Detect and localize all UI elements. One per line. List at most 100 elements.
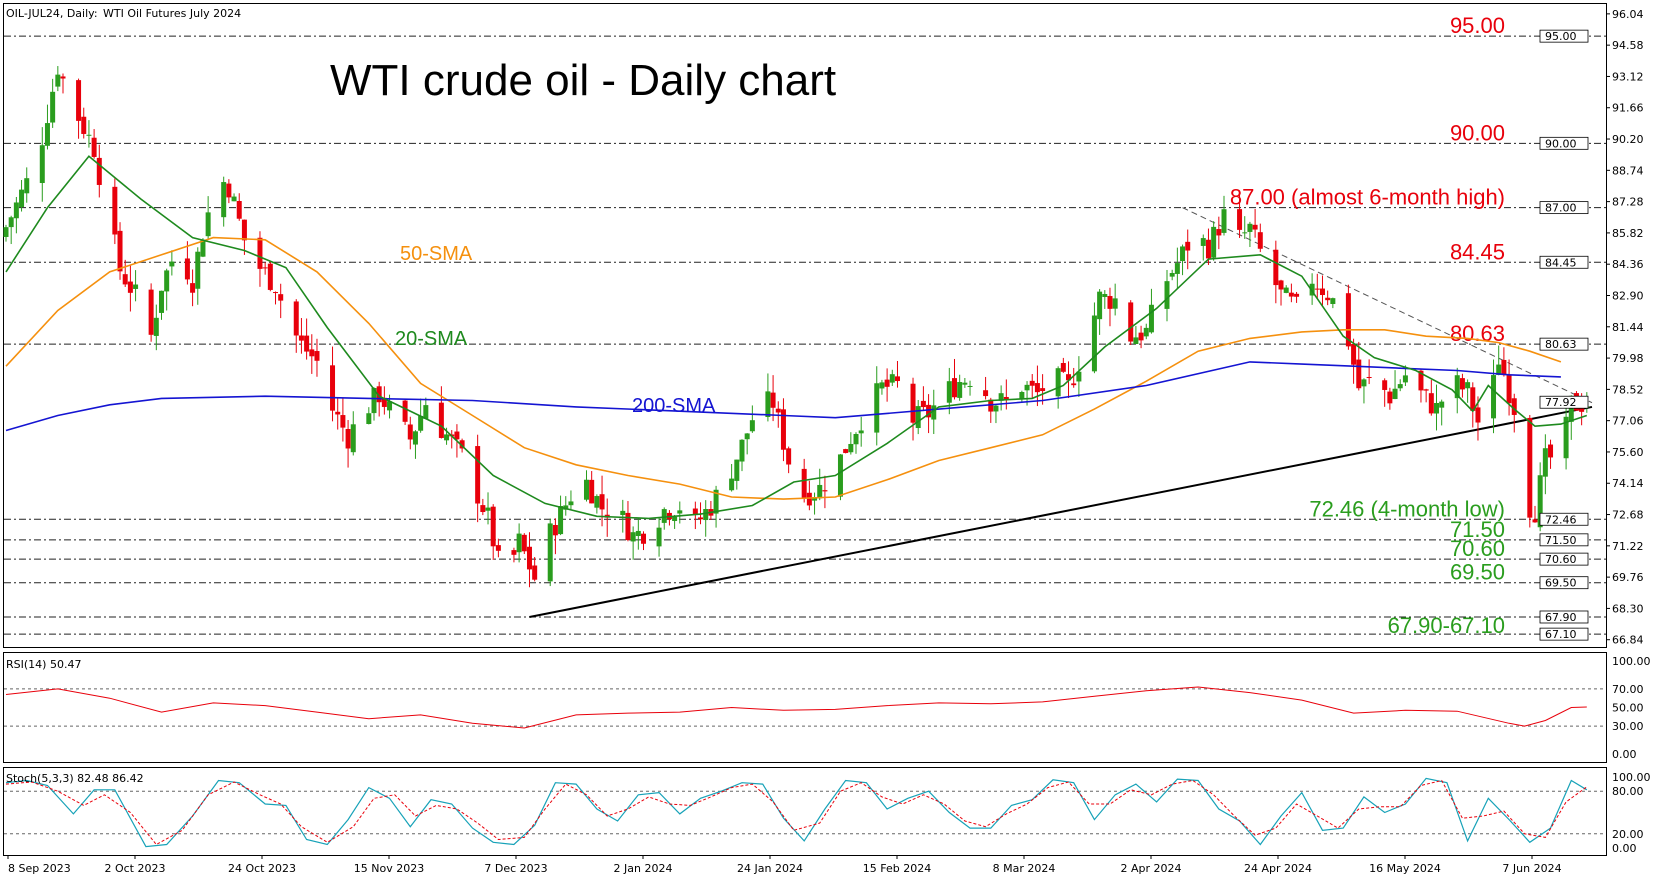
price-tick-label: 93.12 [1612,70,1644,83]
candle [910,377,916,441]
candle-body [407,424,413,440]
candle [1423,388,1429,403]
candle-body [1568,395,1574,422]
candle-body [713,489,719,514]
candle [770,375,776,422]
candle-body [19,189,25,207]
candle [1128,300,1134,345]
candle-body [454,431,460,440]
candle-body [765,391,771,418]
candle [1532,505,1538,523]
candle [1454,367,1460,414]
candle-body [1288,292,1294,297]
candle [1319,275,1325,306]
candle [1102,290,1108,309]
candle-body [552,525,558,536]
candle-body [884,379,890,387]
candle [273,291,279,305]
rsi-tick-label: 100.00 [1612,655,1651,668]
candle [1548,439,1554,469]
candle [44,104,50,150]
candle-body [1283,287,1289,293]
candle [241,219,247,255]
candle-body [340,415,346,428]
candle [293,299,299,353]
candle [692,501,698,530]
candle-body [962,382,968,385]
candle-body [1066,374,1072,381]
candle-body [1506,374,1512,404]
price-tick-label: 72.68 [1612,509,1644,522]
candle [1428,379,1434,416]
candle-body [309,349,315,357]
candle [1169,269,1175,281]
x-tick-label: 24 Apr 2024 [1244,862,1312,875]
candle-body [848,443,854,453]
candle [86,120,92,148]
candle-body [1294,293,1300,297]
candle-body [190,283,196,293]
price-tick-label: 78.52 [1612,383,1644,396]
candle-body [837,454,843,497]
candle [734,459,740,490]
candle-body [1314,288,1320,290]
candle [1459,373,1465,398]
candle-body [96,157,102,185]
level-tag-text: 72.46 [1545,513,1577,526]
candle-body [672,516,678,521]
candle-body [8,217,14,228]
candle [946,367,952,415]
candle-body [221,182,227,218]
candle-body [698,517,704,520]
candle-body [76,80,82,121]
candle-body [371,387,377,414]
level-tag-box [1539,627,1589,641]
candle-body [1034,383,1040,393]
candle-body [661,509,667,523]
candle [1501,347,1507,377]
candle-body [1107,296,1113,309]
candle-body [998,393,1004,401]
candle-body [951,378,957,398]
candle-body [822,490,828,492]
candle-body [521,534,527,552]
candle [521,533,527,555]
candle [335,397,341,430]
candle-body [1361,379,1367,387]
candle [589,471,595,504]
candle-body [1330,298,1336,305]
sma50-label: 50-SMA [400,243,473,265]
candle [739,439,745,472]
candle [884,368,890,402]
candle-body [1527,417,1533,518]
candle [1112,283,1118,316]
candle-body [915,406,921,429]
candle-body [81,116,87,134]
candle-body [1439,401,1445,408]
candle [1273,240,1279,304]
level-tag-box [1539,337,1589,351]
candle-body [1200,238,1206,246]
candle-body [516,533,522,553]
candle-body [1060,363,1066,372]
candle-body [1459,378,1465,390]
candle [19,180,25,212]
price-tick-label: 68.30 [1612,602,1644,615]
candle-body [1252,224,1258,230]
candle [184,241,190,285]
candle-body [3,227,9,237]
candle [1465,379,1471,403]
candle [1029,374,1035,399]
candle [153,304,159,351]
candle-body [236,201,242,219]
candle-body [1138,332,1144,341]
candle-body [1491,375,1497,419]
x-tick-label: 2 Oct 2023 [104,862,165,875]
candle [1283,285,1289,294]
level-tag-box [1539,512,1589,526]
candle [314,338,320,377]
level-tag-box [1539,576,1589,590]
candle-body [1532,519,1538,523]
candle-body [122,274,128,285]
